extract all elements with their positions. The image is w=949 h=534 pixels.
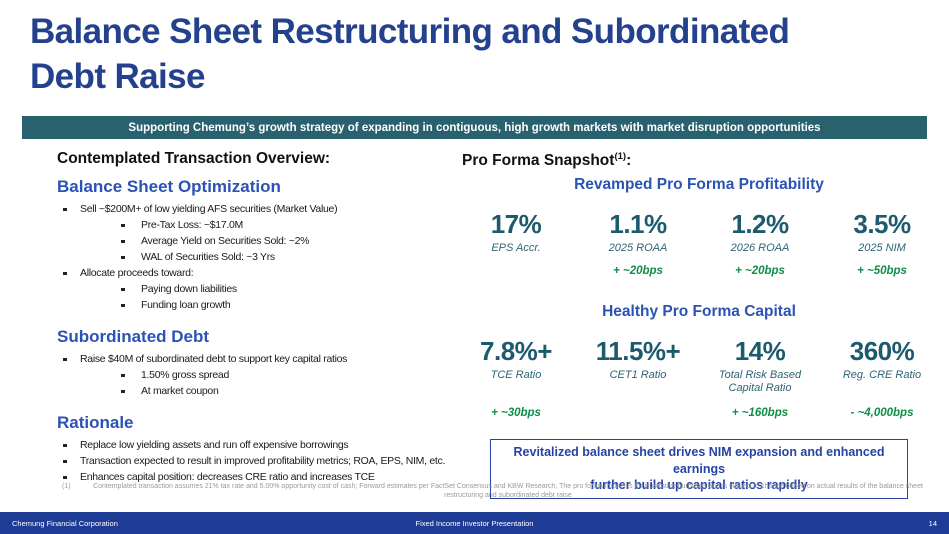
callout-box: Revitalized balance sheet drives NIM exp… — [490, 439, 908, 499]
footnote: (1) Contemplated transaction assumes 21%… — [62, 482, 924, 500]
stat-label: TCE Ratio — [490, 369, 542, 381]
slide-title: Balance Sheet Restructuring and Subordin… — [30, 10, 935, 100]
stat-value: 3.5% — [853, 209, 911, 239]
stat-value: 7.8%+ — [480, 336, 552, 366]
stat-value: 1.1% — [609, 209, 667, 239]
section-balance-sheet-optimization: Balance Sheet Optimization Sell ~$200M+ … — [57, 177, 469, 313]
stat-value: 360% — [849, 336, 915, 366]
section-subordinated-debt: Subordinated Debt Raise $40M of subordin… — [57, 327, 469, 399]
section-rationale: Rationale Replace low yielding assets an… — [57, 413, 469, 485]
stat-label: Reg. CRE Ratio — [842, 369, 922, 381]
footnote-reference: (1) — [614, 151, 627, 162]
bullet-item: WAL of Securities Sold: ~3 Yrs — [57, 249, 469, 265]
stat-delta: + ~160bps — [731, 407, 789, 419]
profitability-stats-block: Revamped Pro Forma Profitability 17% EPS… — [458, 176, 940, 278]
capital-stats-block: Healthy Pro Forma Capital 7.8%+ TCE Rati… — [458, 303, 940, 420]
bullet-list: Sell ~$200M+ of low yielding AFS securit… — [57, 201, 469, 313]
stat-tce-ratio: 7.8%+ TCE Ratio + ~30bps — [458, 336, 574, 420]
pro-forma-snapshot-label: Pro Forma Snapshot — [462, 152, 615, 170]
capital-title: Healthy Pro Forma Capital — [602, 303, 796, 320]
callout-line-2: further build up capital ratios rapidly — [590, 478, 808, 492]
bullet-item: Paying down liabilities — [57, 281, 469, 297]
bullet-item: Funding loan growth — [57, 297, 469, 313]
slide-title-line-1: Balance Sheet Restructuring and Subordin… — [30, 12, 790, 51]
section-title: Balance Sheet Optimization — [57, 177, 281, 196]
stat-delta: + ~20bps — [735, 265, 785, 277]
pro-forma-snapshot-colon: : — [626, 152, 632, 170]
footer-page-number: 14 — [928, 518, 937, 528]
footnote-marker: (1) — [62, 483, 71, 490]
bullet-item: Average Yield on Securities Sold: ~2% — [57, 233, 469, 249]
strategy-banner-text: Supporting Chemung’s growth strategy of … — [128, 121, 821, 134]
bullet-item: Pre-Tax Loss: ~$17.0M — [57, 217, 469, 233]
bullet-item: Enhances capital position: decreases CRE… — [57, 469, 469, 485]
stat-delta — [580, 407, 696, 420]
bullet-item: Transaction expected to result in improv… — [57, 453, 469, 469]
bullet-item: 1.50% gross spread — [57, 367, 469, 383]
stat-value: 14% — [734, 336, 786, 366]
pro-forma-snapshot-heading: Pro Forma Snapshot(1): — [462, 151, 631, 170]
bullet-item: Allocate proceeds toward: — [57, 265, 469, 281]
bullet-list: Replace low yielding assets and run off … — [57, 437, 469, 485]
section-title: Rationale — [57, 413, 134, 432]
bullet-list: Raise $40M of subordinated debt to suppo… — [57, 351, 469, 399]
slide-title-line-2: Debt Raise — [30, 56, 206, 96]
bullet-item: Replace low yielding assets and run off … — [57, 437, 469, 453]
profitability-stats-grid: 17% EPS Accr. 1.1% 2025 ROAA + ~20bps 1.… — [458, 209, 940, 278]
stat-delta: + ~20bps — [613, 265, 663, 277]
callout-line-1: Revitalized balance sheet drives NIM exp… — [513, 445, 885, 476]
profitability-title: Revamped Pro Forma Profitability — [574, 176, 824, 193]
footer-company-name: Chemung Financial Corporation — [12, 518, 118, 528]
footnote-text: Contemplated transaction assumes 21% tax… — [93, 483, 923, 499]
stat-value: 1.2% — [731, 209, 789, 239]
stat-eps-accretion: 17% EPS Accr. — [458, 209, 574, 278]
footer-presentation-title: Fixed Income Investor Presentation — [415, 518, 534, 528]
stat-delta: + ~50bps — [857, 265, 907, 277]
bullet-item: At market coupon — [57, 383, 469, 399]
stat-label: 2025 ROAA — [608, 242, 668, 254]
stat-reg-cre-ratio: 360% Reg. CRE Ratio - ~4,000bps — [824, 336, 940, 420]
stat-label: 2026 ROAA — [730, 242, 790, 254]
stat-delta: - ~4,000bps — [850, 407, 914, 419]
stat-label: CET1 Ratio — [609, 369, 667, 381]
stat-total-risk-based-capital-ratio: 14% Total Risk Based Capital Ratio + ~16… — [702, 336, 818, 420]
stat-value: 11.5%+ — [595, 336, 681, 366]
stat-label: EPS Accr. — [491, 242, 541, 254]
stat-delta — [458, 265, 574, 278]
stat-2026-roaa: 1.2% 2026 ROAA + ~20bps — [702, 209, 818, 278]
stat-cet1-ratio: 11.5%+ CET1 Ratio — [580, 336, 696, 420]
stat-label: Total Risk Based Capital Ratio — [718, 369, 802, 394]
stat-value: 17% — [490, 209, 542, 239]
stat-label: 2025 NIM — [858, 242, 906, 254]
overview-heading: Contemplated Transaction Overview: — [57, 150, 331, 167]
transaction-overview-column: Contemplated Transaction Overview: Balan… — [57, 150, 469, 485]
capital-stats-grid: 7.8%+ TCE Ratio + ~30bps 11.5%+ CET1 Rat… — [458, 336, 940, 420]
strategy-banner: Supporting Chemung’s growth strategy of … — [22, 116, 927, 139]
bullet-item: Sell ~$200M+ of low yielding AFS securit… — [57, 201, 469, 217]
stat-2025-roaa: 1.1% 2025 ROAA + ~20bps — [580, 209, 696, 278]
stat-delta: + ~30bps — [491, 407, 541, 419]
footer-bar: Fixed Income Investor Presentation Chemu… — [0, 512, 949, 534]
bullet-item: Raise $40M of subordinated debt to suppo… — [57, 351, 469, 367]
stat-2025-nim: 3.5% 2025 NIM + ~50bps — [824, 209, 940, 278]
section-title: Subordinated Debt — [57, 327, 210, 346]
